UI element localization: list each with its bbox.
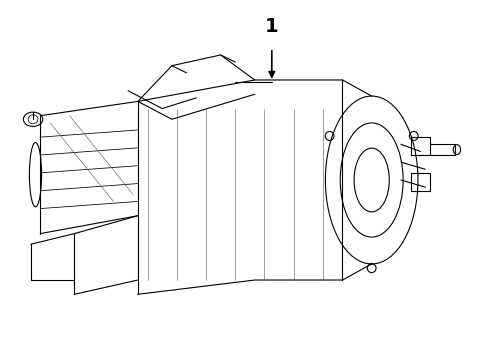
Text: 1: 1 — [265, 17, 279, 36]
